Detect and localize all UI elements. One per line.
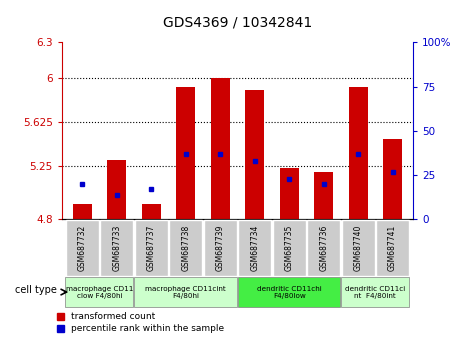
Bar — [107, 160, 126, 219]
FancyBboxPatch shape — [100, 220, 133, 275]
FancyBboxPatch shape — [169, 220, 202, 275]
Text: cell type: cell type — [15, 285, 57, 295]
Text: GSM687733: GSM687733 — [113, 224, 122, 271]
FancyBboxPatch shape — [65, 277, 133, 307]
Bar — [73, 204, 92, 219]
Text: GSM687734: GSM687734 — [250, 224, 259, 271]
Bar — [383, 139, 402, 219]
Bar — [280, 167, 299, 219]
Bar — [142, 204, 161, 219]
Legend: transformed count, percentile rank within the sample: transformed count, percentile rank withi… — [57, 313, 224, 333]
Text: GSM687738: GSM687738 — [181, 225, 190, 271]
Text: GSM687739: GSM687739 — [216, 224, 225, 271]
Bar — [211, 78, 230, 219]
Text: GSM687735: GSM687735 — [285, 224, 294, 271]
FancyBboxPatch shape — [135, 220, 168, 275]
Bar — [314, 172, 333, 219]
Text: macrophage CD11
clow F4/80hi: macrophage CD11 clow F4/80hi — [66, 286, 133, 298]
Text: GSM687736: GSM687736 — [319, 224, 328, 271]
Text: dendritic CD11chi
F4/80low: dendritic CD11chi F4/80low — [257, 286, 322, 298]
FancyBboxPatch shape — [307, 220, 340, 275]
FancyBboxPatch shape — [342, 220, 375, 275]
Text: dendritic CD11ci
nt  F4/80int: dendritic CD11ci nt F4/80int — [345, 286, 406, 298]
Text: GDS4369 / 10342841: GDS4369 / 10342841 — [163, 16, 312, 30]
Text: GSM687741: GSM687741 — [388, 225, 397, 271]
Bar — [349, 87, 368, 219]
FancyBboxPatch shape — [341, 277, 409, 307]
Bar — [176, 87, 195, 219]
Text: GSM687737: GSM687737 — [147, 224, 156, 271]
Text: macrophage CD11cint
F4/80hi: macrophage CD11cint F4/80hi — [145, 286, 226, 298]
Text: GSM687740: GSM687740 — [353, 224, 362, 271]
FancyBboxPatch shape — [204, 220, 237, 275]
FancyBboxPatch shape — [238, 277, 340, 307]
FancyBboxPatch shape — [273, 220, 306, 275]
FancyBboxPatch shape — [134, 277, 237, 307]
Text: GSM687732: GSM687732 — [78, 225, 87, 271]
FancyBboxPatch shape — [66, 220, 99, 275]
FancyBboxPatch shape — [238, 220, 271, 275]
Bar — [245, 90, 264, 219]
FancyBboxPatch shape — [376, 220, 409, 275]
